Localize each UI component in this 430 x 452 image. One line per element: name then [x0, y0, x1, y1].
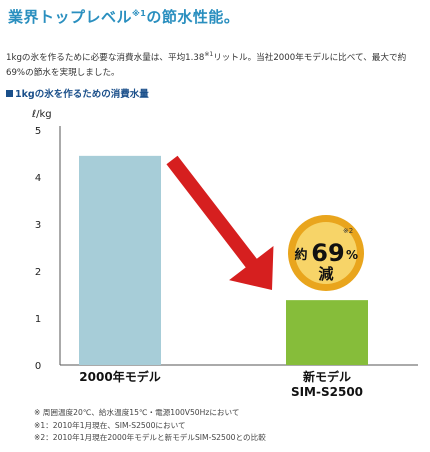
y-axis-label: ℓ/kg [32, 109, 52, 120]
section-heading: 業界トップレベル※1の節水性能。 [8, 6, 239, 27]
x-tick-label-2-model: SIM-S2500 [291, 385, 363, 399]
heading-rest: の節水性能。 [146, 8, 240, 26]
footnote-conditions: ※ 周囲温度20℃、給水温度15℃・電源100V50Hzにおいて [34, 408, 240, 417]
badge-unit: % [346, 248, 358, 262]
badge-suffix: 減 [318, 265, 333, 283]
chart-title-text: 1kgの氷を作るための消費水量 [15, 89, 149, 100]
y-tick-label: 1 [35, 314, 41, 325]
heading-footnote-mark: ※1 [132, 9, 147, 18]
description-footnote-mark: ※1 [204, 51, 214, 58]
x-tick-label-2: 新モデル [303, 369, 351, 384]
description-post: リットル。当社2000年モデルに比べて、最大で約69%の節水を実現しました。 [6, 52, 407, 78]
badge-footnote-mark: ※2 [343, 227, 353, 235]
chart-title: 1kgの氷を作るための消費水量 [6, 86, 149, 100]
y-tick-label: 4 [35, 173, 41, 184]
bar-1 [79, 155, 161, 365]
heading-main: 業界トップレベル [8, 8, 133, 26]
description-pre: 1kgの氷を作るために必要な消費水量は、平均1.38 [6, 52, 205, 63]
description-text: 1kgの氷を作るために必要な消費水量は、平均1.38※1リットル。当社2000年… [6, 47, 424, 81]
y-tick-label: 2 [35, 267, 41, 278]
y-tick-label: 5 [35, 126, 41, 137]
footnote-1: ※1：2010年1月現在、SIM-S2500において [34, 420, 186, 430]
x-tick-label-1: 2000年モデル [79, 369, 160, 384]
square-bullet-icon [6, 90, 13, 97]
y-tick-label: 3 [35, 220, 41, 231]
badge-value: 69 [311, 239, 344, 267]
y-tick-label: 0 [35, 361, 41, 372]
reduction-badge-inner [295, 222, 357, 284]
footnotes: ※ 周囲温度20℃、給水温度15℃・電源100V50Hzにおいて ※1：2010… [34, 407, 266, 445]
badge-prefix: 約 [294, 247, 307, 263]
footnote-2: ※2：2010年1月現在2000年モデルと新モデルSIM-S2500との比較 [34, 433, 266, 442]
bar-2 [286, 300, 368, 365]
reduction-arrow [166, 155, 274, 290]
